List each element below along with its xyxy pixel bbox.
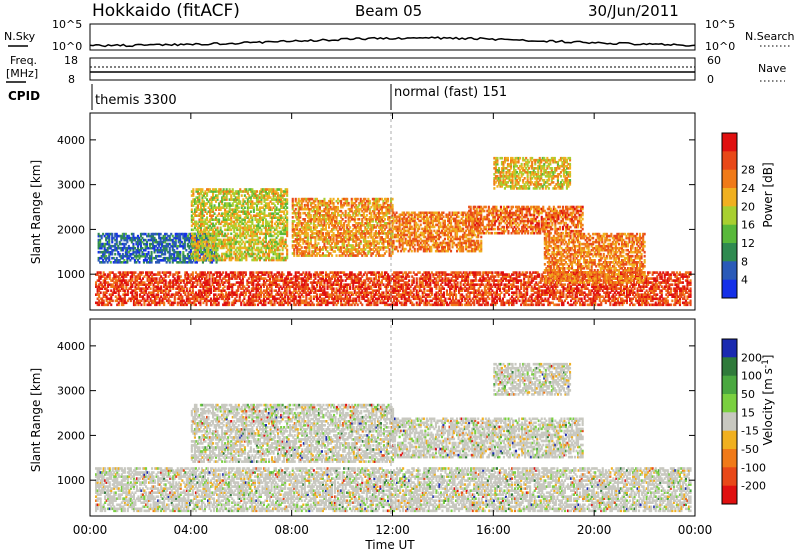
heatmap-cell — [112, 300, 114, 303]
heatmap-cell — [254, 304, 256, 307]
freq-left-label-line1: Freq. — [10, 54, 37, 67]
beam-title: Beam 05 — [355, 2, 422, 20]
freq-right-tick-top: 60 — [707, 54, 721, 67]
heatmap-cell — [302, 295, 304, 298]
heatmap-cell — [333, 287, 335, 290]
heatmap-cell — [163, 302, 165, 305]
noise-sky-line — [90, 37, 695, 46]
heatmap-cell — [310, 273, 312, 276]
heatmap-cell — [178, 271, 180, 274]
heatmap-cell — [360, 271, 362, 274]
heatmap-cell — [136, 291, 138, 294]
heatmap-cell — [271, 271, 273, 274]
freq-right-label: Nave — [758, 62, 786, 75]
heatmap-cell — [313, 304, 315, 307]
heatmap-cell — [218, 302, 220, 305]
heatmap-cell — [159, 271, 161, 274]
noise-left-label: N.Sky — [4, 30, 36, 43]
heatmap-cell — [283, 273, 285, 276]
heatmap-cell — [103, 300, 105, 303]
heatmap-cell — [234, 271, 236, 274]
heatmap-cell — [245, 271, 247, 274]
heatmap-cell — [295, 295, 297, 298]
heatmap-cell — [357, 304, 359, 307]
cpid-mode-1: themis 3300 — [95, 93, 177, 108]
freq-panel-frame — [90, 58, 695, 80]
heatmap-cell — [142, 271, 144, 274]
heatmap-cell — [140, 304, 142, 307]
heatmap-cell — [361, 304, 363, 307]
heatmap-cell — [340, 275, 342, 278]
noise-right-tick-top: 10^5 — [705, 18, 735, 31]
cpid-label: CPID — [8, 89, 40, 103]
freq-left-tick-top: 18 — [64, 54, 78, 67]
heatmap-cell — [228, 302, 230, 305]
heatmap-cell — [316, 293, 318, 296]
heatmap-cell — [290, 273, 292, 276]
heatmap-cell — [310, 295, 312, 298]
heatmap-cell — [150, 287, 152, 290]
heatmap-cell — [110, 304, 112, 307]
heatmap-cell — [307, 283, 309, 286]
noise-left-tick-top: 10^5 — [52, 18, 82, 31]
heatmap-cell — [224, 285, 226, 288]
heatmap-cell — [248, 285, 250, 288]
heatmap-cell — [322, 275, 324, 278]
heatmap-cell — [165, 279, 167, 282]
heatmap-cell — [156, 277, 158, 280]
heatmap-cell — [252, 271, 254, 274]
cpid-mode-2: normal (fast) 151 — [394, 85, 507, 100]
freq-right-tick-bottom: 0 — [707, 73, 714, 86]
noise-right-tick-bottom: 10^0 — [705, 40, 735, 53]
heatmap-cell — [342, 279, 344, 282]
freq-left-tick-bottom: 8 — [68, 73, 75, 86]
freq-left-label-line2: [MHz] — [6, 67, 38, 80]
station-title: Hokkaido (fitACF) — [92, 1, 240, 21]
heatmap-cell — [222, 271, 224, 274]
date-title: 30/Jun/2011 — [588, 2, 679, 20]
heatmap-cell — [107, 289, 109, 292]
heatmap-cell — [100, 271, 102, 274]
noise-trace — [90, 37, 695, 46]
noise-left-tick-bottom: 10^0 — [52, 40, 82, 53]
heatmap-cell — [186, 287, 188, 290]
heatmap-cell — [160, 285, 162, 288]
noise-panel-frame — [90, 24, 695, 50]
summary-plot-svg: Hokkaido (fitACF) Beam 05 30/Jun/2011 N.… — [0, 0, 800, 554]
heatmap-cell — [370, 277, 372, 280]
power-heatmap-cells — [95, 157, 692, 306]
heatmap-cell — [298, 281, 300, 284]
heatmap-cell — [100, 291, 102, 294]
heatmap-cell — [322, 271, 324, 274]
heatmap-cell — [169, 271, 171, 274]
noise-right-label: N.Search — [745, 30, 795, 43]
heatmap-cell — [180, 275, 182, 278]
heatmap-cell — [195, 304, 197, 307]
heatmap-cell — [192, 271, 194, 274]
radar-summary-plot: Hokkaido (fitACF) Beam 05 30/Jun/2011 N.… — [0, 0, 800, 554]
heatmap-cell — [181, 295, 183, 298]
heatmap-cell — [134, 271, 136, 274]
heatmap-cell — [381, 271, 383, 274]
